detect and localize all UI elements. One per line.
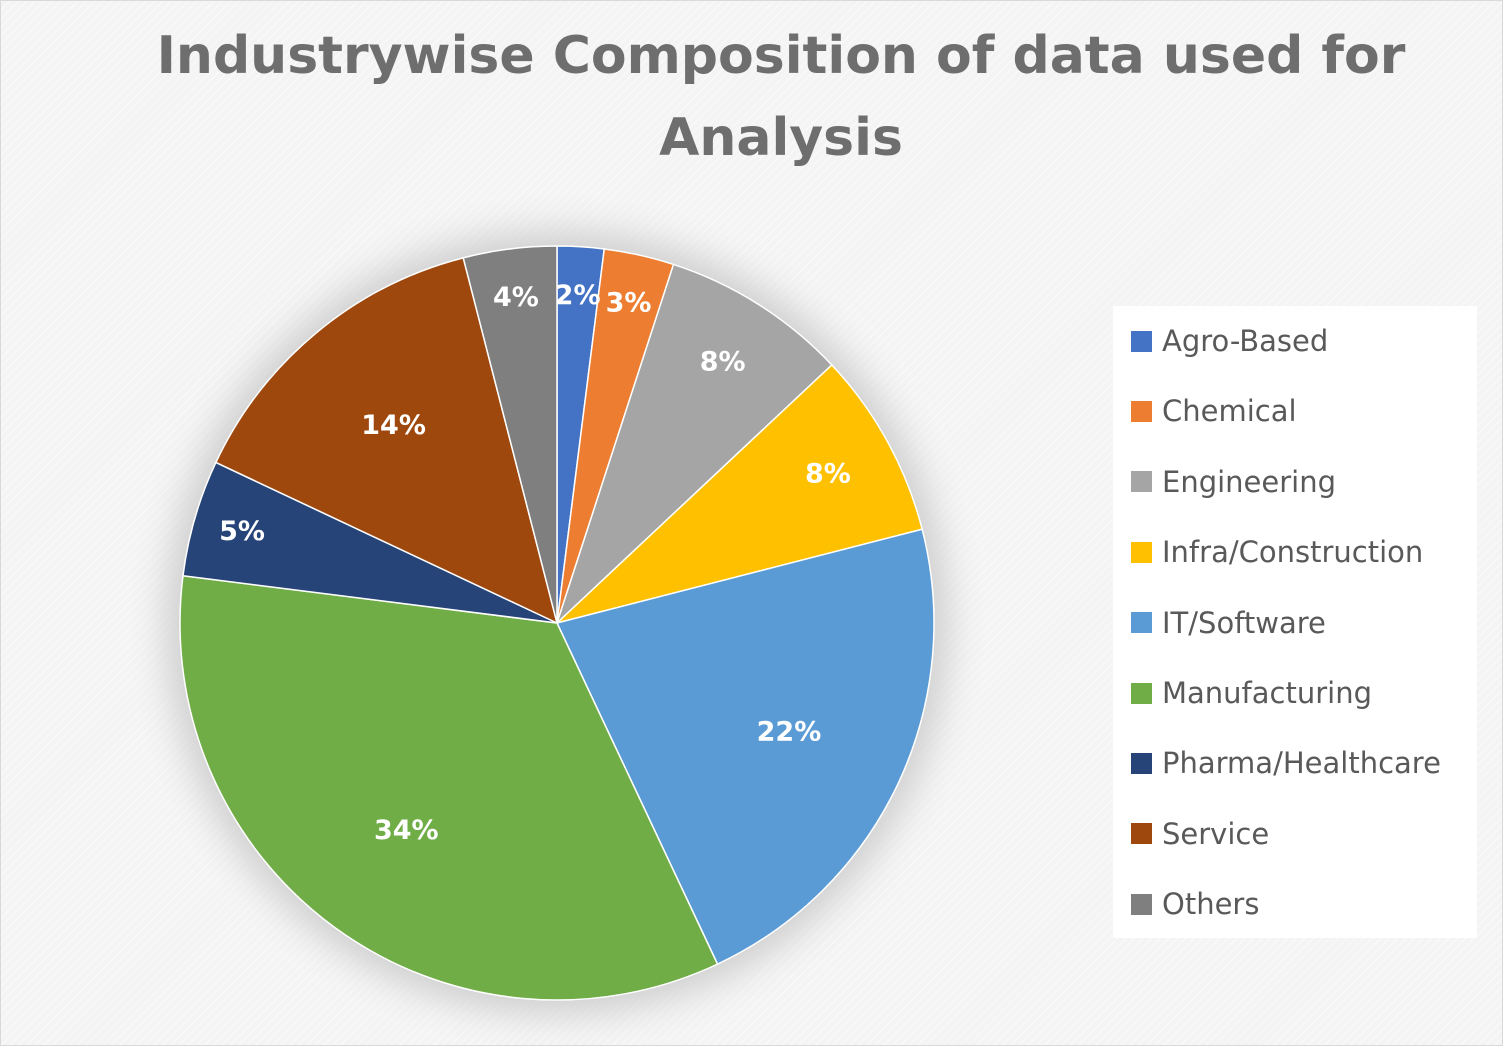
legend-item-manufacturing: Manufacturing — [1131, 673, 1372, 713]
legend-label: Pharma/Healthcare — [1162, 746, 1441, 781]
chart-title: Industrywise Composition of data used fo… — [156, 26, 1406, 168]
pie-slice-service — [214, 256, 559, 625]
data-label-agro-based: 2% — [555, 280, 601, 311]
legend-item-agro-based: Agro-Based — [1131, 321, 1328, 361]
legend-label: Chemical — [1162, 394, 1297, 429]
data-label-it-software: 22% — [757, 717, 822, 748]
legend-swatch — [1131, 752, 1152, 774]
legend-swatch — [1131, 612, 1152, 634]
legend-swatch — [1131, 893, 1152, 915]
legend-swatch — [1131, 330, 1152, 352]
legend-swatch — [1131, 471, 1152, 493]
data-label-manufacturing: 34% — [374, 815, 439, 846]
legend-swatch — [1131, 400, 1152, 422]
pie-slice-manufacturing — [179, 574, 719, 1001]
legend-item-others: Others — [1131, 884, 1259, 924]
legend-item-pharma-healthcare: Pharma/Healthcare — [1131, 743, 1441, 783]
data-label-engineering: 8% — [700, 346, 746, 377]
data-label-service: 14% — [361, 410, 426, 441]
pie-slice-it-software — [555, 528, 935, 966]
legend-item-engineering: Engineering — [1131, 462, 1336, 502]
data-label-pharma-healthcare: 5% — [219, 516, 265, 547]
legend-label: Agro-Based — [1162, 324, 1329, 358]
legend-label: Manufacturing — [1162, 676, 1372, 710]
pie-slices — [179, 245, 935, 1001]
legend-swatch — [1131, 541, 1152, 563]
legend-swatch — [1131, 823, 1152, 845]
legend-item-infra-construction: Infra/Construction — [1131, 532, 1423, 572]
legend-item-service: Service — [1131, 814, 1269, 854]
legend-item-it-software: IT/Software — [1131, 603, 1326, 643]
legend: Agro-Based Chemical Engineering Infra/Const… — [1113, 306, 1477, 938]
legend-swatch — [1131, 682, 1152, 704]
legend-label: IT/Software — [1162, 605, 1326, 640]
legend-label: Engineering — [1162, 464, 1336, 499]
pie-data-labels: 2% 3% 8% 8% 22% 34% 5% 14% 4% — [219, 280, 851, 846]
legend-label: Infra/Construction — [1162, 535, 1424, 570]
legend-label: Others — [1162, 887, 1260, 922]
data-label-infra-construction: 8% — [805, 459, 851, 490]
pie-slice-engineering — [556, 263, 833, 624]
pie-slice-infra-construction — [556, 363, 924, 624]
data-label-others: 4% — [493, 282, 539, 313]
pie-slice-others — [462, 245, 558, 624]
legend-label: Service — [1162, 816, 1270, 851]
legend-item-chemical: Chemical — [1131, 391, 1297, 431]
data-label-chemical: 3% — [606, 287, 652, 318]
